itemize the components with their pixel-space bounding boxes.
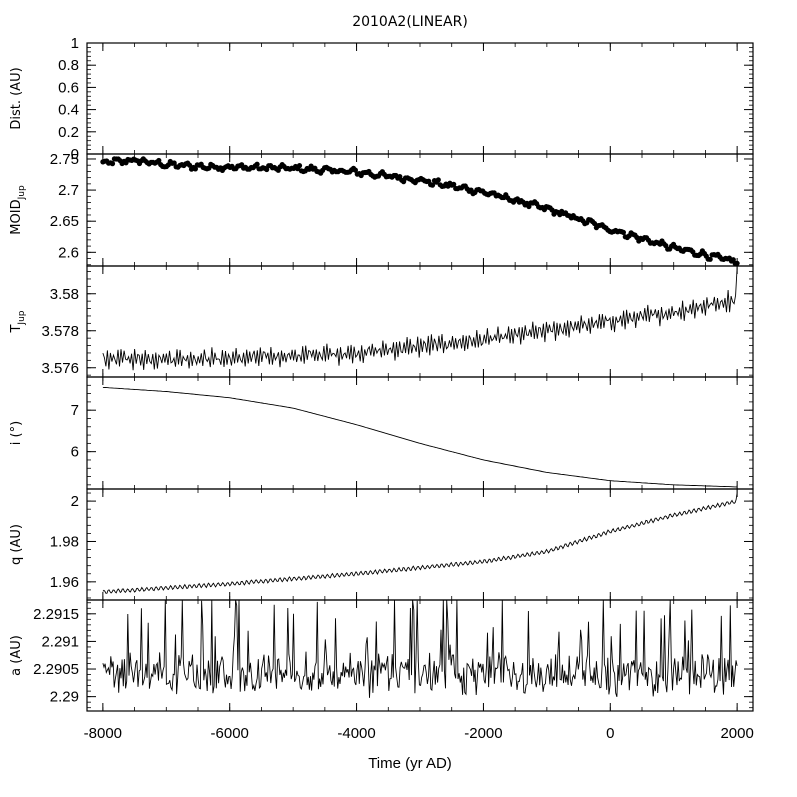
panel-q: 1.96 1.98 2 q (AU) <box>9 488 754 601</box>
y-tick-label: 2.75 <box>50 151 79 168</box>
panel-frame <box>86 153 754 267</box>
moid-point <box>187 162 193 168</box>
x-axis-label: Time (yr AD) <box>368 755 452 772</box>
series-line-tjup <box>102 267 738 371</box>
moid-point <box>296 163 303 169</box>
panel-a: 2.29 2.2905 2.291 2.2915 a (AU) <box>9 599 754 712</box>
x-tick-label: 2000 <box>720 725 753 742</box>
x-axis: -8000 -6000 -4000 -2000 0 2000 <box>84 725 754 742</box>
y-tick-label: 2 <box>71 493 79 510</box>
panel-moid: 2.6 2.65 2.7 2.75 MOIDJup <box>9 151 754 267</box>
y-tick-label: 0.8 <box>58 57 79 74</box>
y-axis-label: Dist. (AU) <box>9 67 24 129</box>
moid-point <box>109 161 116 167</box>
moid-point <box>156 157 162 164</box>
y-axis-label: q (AU) <box>9 524 24 565</box>
series-line-q <box>102 492 738 594</box>
moid-point <box>435 177 441 183</box>
y-axis-label: a (AU) <box>9 635 24 676</box>
y-tick-label: 2.65 <box>50 213 79 230</box>
moid-point <box>591 220 598 227</box>
x-tick-label: -4000 <box>337 725 375 742</box>
y-tick-label: 0.4 <box>58 102 79 119</box>
y-tick-label: 2.29 <box>50 689 79 706</box>
moid-point <box>620 229 627 235</box>
y-tick-label: 6 <box>71 444 79 461</box>
chart-title: 2010A2(LINEAR) <box>352 14 468 30</box>
y-axis-label: MOIDJup <box>9 185 27 235</box>
y-tick-label: 3.58 <box>50 286 79 303</box>
series-line-a <box>102 599 738 698</box>
y-tick-label: 3.578 <box>41 323 79 340</box>
moid-point <box>192 166 198 172</box>
y-tick-label: 1 <box>71 35 79 52</box>
y-tick-label: 1.98 <box>50 533 79 550</box>
moid-point <box>352 167 358 173</box>
panel-frame <box>86 265 754 378</box>
y-tick-label: 2.6 <box>58 244 79 261</box>
y-axis-label: i (°) <box>9 421 24 445</box>
y-tick-label: 2.7 <box>58 182 79 199</box>
y-tick-label: 1.96 <box>50 574 79 591</box>
moid-point <box>734 260 740 266</box>
y-tick-label: 7 <box>71 402 79 419</box>
chart-panels: 0 0.2 0.4 0.6 0.8 1 Dist. (AU) 2.6 2.65 2.7 2.75 MO… <box>9 35 754 712</box>
panel-frame <box>86 488 754 601</box>
moid-point <box>451 181 457 187</box>
y-tick-label: 0 <box>71 146 79 163</box>
moid-point <box>254 161 260 167</box>
y-tick-label: 3.576 <box>41 360 79 377</box>
y-axis-label: TJup <box>9 310 27 333</box>
series-line-incl <box>102 386 738 488</box>
panel-dist: 0 0.2 0.4 0.6 0.8 1 Dist. (AU) <box>9 35 754 163</box>
y-tick-label: 2.2915 <box>33 606 79 623</box>
y-tick-label: 2.291 <box>41 633 79 650</box>
x-tick-label: -2000 <box>464 725 502 742</box>
moid-point <box>707 256 713 262</box>
y-tick-label: 2.2905 <box>33 661 79 678</box>
x-tick-label: -6000 <box>211 725 249 742</box>
moid-point <box>429 182 436 188</box>
panel-incl: 6 7 i (°) <box>9 376 754 490</box>
x-tick-label: -8000 <box>84 725 122 742</box>
y-tick-label: 0.6 <box>58 79 79 96</box>
y-tick-label: 0.2 <box>58 124 79 141</box>
panel-frame <box>86 42 754 155</box>
x-tick-label: 0 <box>606 725 614 742</box>
panel-tjup: 3.576 3.578 3.58 TJup <box>9 265 754 378</box>
